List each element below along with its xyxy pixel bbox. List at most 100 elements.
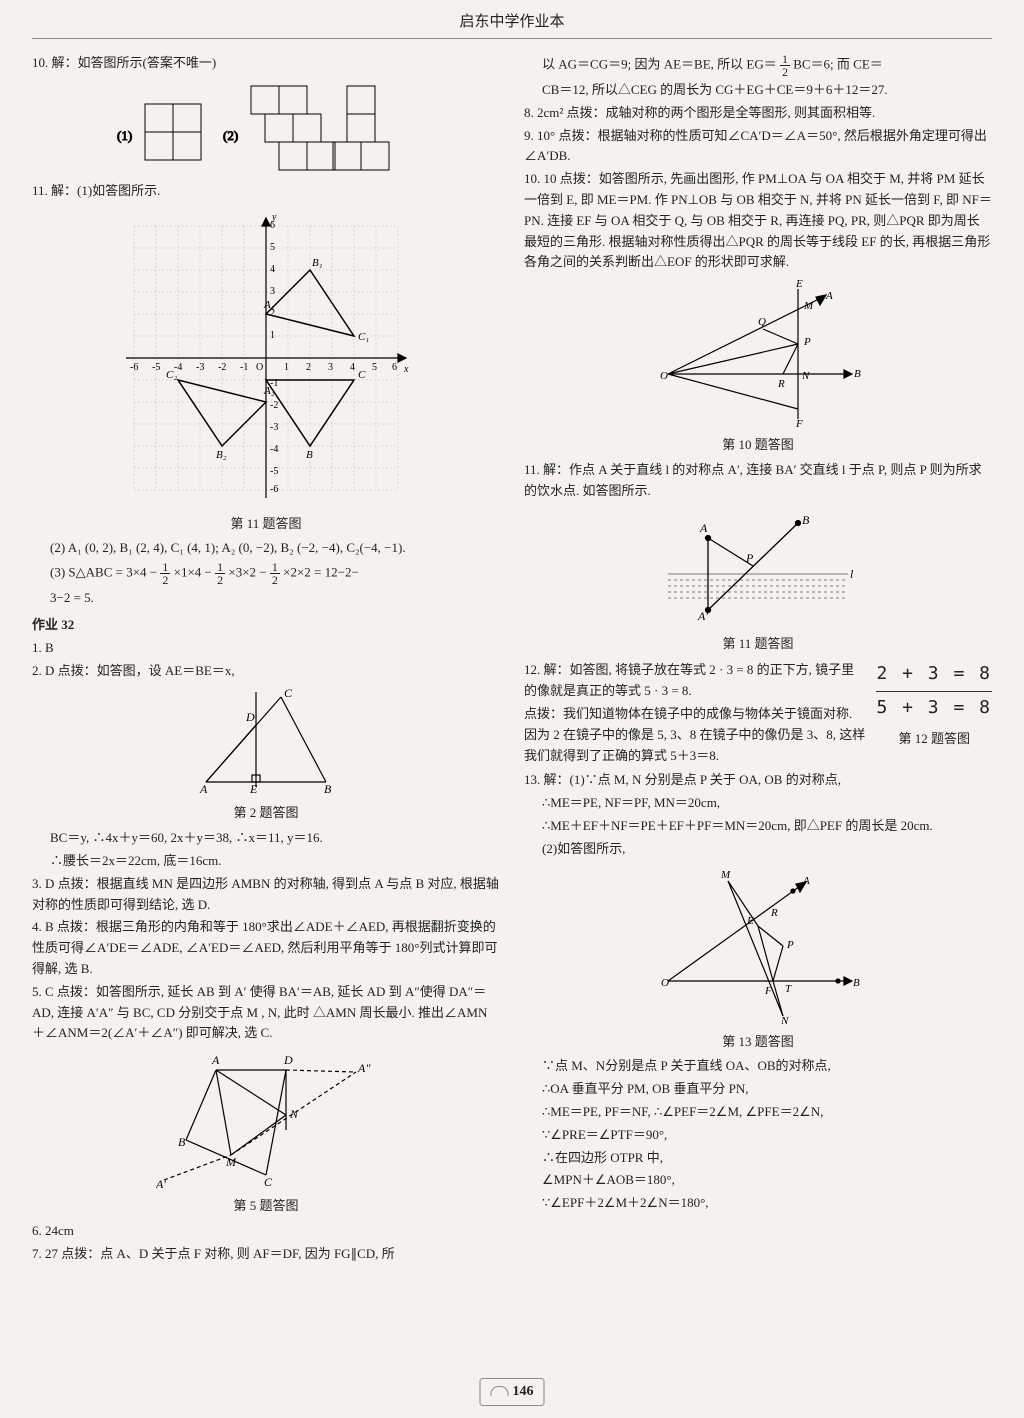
svg-text:B₁: B₁ (312, 257, 323, 269)
answer-13-l9: ∴在四边形 OTPR 中, (524, 1148, 992, 1169)
fig5: AD BC MN A′A″ (156, 1050, 376, 1190)
answer-10: 10. 10 点拨：如答图所示, 先画出图形, 作 PM⊥OA 与 OA 相交于… (524, 169, 992, 273)
svg-text:B: B (324, 782, 332, 796)
svg-text:C: C (284, 687, 293, 700)
svg-text:-6: -6 (130, 362, 138, 373)
answer-6: 6. 24cm (32, 1221, 500, 1242)
svg-text:M: M (225, 1155, 237, 1169)
fig11: AB A′P l (658, 508, 858, 628)
answer-13-l10: ∠MPN＋∠AOB＝180°, (524, 1170, 992, 1191)
fig10: OAB EF MP QRN (648, 279, 868, 429)
svg-text:A′: A′ (156, 1177, 166, 1190)
q11-part3e: 3−2 = 5. (32, 588, 500, 609)
svg-text:O: O (256, 362, 263, 373)
svg-text:B: B (802, 513, 810, 527)
q11-part3: (3) S△ABC = 3×4 − 12 ×1×4 − 12 ×3×2 − 12… (32, 561, 500, 586)
svg-text:F: F (764, 985, 772, 997)
svg-text:M: M (803, 300, 814, 312)
fig13-caption: 第 13 题答图 (524, 1032, 992, 1053)
answer-3: 3. D 点拨：根据直线 MN 是四边形 AMBN 的对称轴, 得到点 A 与点… (32, 874, 500, 916)
answer-13-l11: ∵∠EPF＋2∠M＋2∠N＝180°, (524, 1193, 992, 1214)
svg-text:C: C (358, 369, 366, 381)
svg-text:4: 4 (270, 264, 275, 275)
left-column: 10. 解：如答图所示(答案不唯一) (1) (2) 11. 解：(1)如 (32, 51, 500, 1267)
svg-text:O: O (661, 977, 669, 989)
answer-1: 1. B (32, 638, 500, 659)
svg-text:R: R (770, 907, 778, 919)
book-icon (491, 1386, 509, 1396)
svg-text:6: 6 (392, 362, 397, 373)
q11-heading: 11. 解：(1)如答图所示. (32, 181, 500, 202)
q10-figure: (1) (2) (111, 80, 421, 175)
svg-text:5: 5 (372, 362, 377, 373)
svg-text:N: N (289, 1107, 299, 1121)
answer-8: 8. 2cm² 点拨：成轴对称的两个图形是全等图形, 则其面积相等. (524, 103, 992, 124)
svg-text:F: F (795, 418, 803, 429)
svg-text:-5: -5 (152, 362, 160, 373)
svg-text:A: A (199, 782, 208, 796)
answer-7-cont: 以 AG＝CG＝9; 因为 AE＝BE, 所以 EG＝ 12 BC＝6; 而 C… (524, 53, 992, 78)
fig2: A B C D E (186, 687, 346, 797)
svg-text:-6: -6 (270, 484, 278, 495)
svg-text:E: E (249, 782, 258, 796)
q11-part2: (2) A₁ (0, 2), B₁ (2, 4), C₁ (4, 1); A₂ … (32, 538, 500, 559)
answer-13-l3: ∴ME＋EF＋NF＝PE＋EF＋PF＝MN＝20cm, 即△PEF 的周长是 2… (524, 816, 992, 837)
answer-7-cont2: CB＝12, 所以△CEG 的周长为 CG＋EG＋CE＝9＋6＋12＝27. (524, 80, 992, 101)
fig12: 2 + 3 = 8 5 + 3 = 8 第 12 题答图 (876, 658, 992, 753)
svg-text:-3: -3 (196, 362, 204, 373)
svg-text:y: y (271, 212, 277, 223)
svg-text:-5: -5 (270, 466, 278, 477)
svg-text:O: O (660, 370, 668, 382)
answer-13-l2: ∴ME＝PE, NF＝PF, MN＝20cm, (524, 793, 992, 814)
fig2-caption: 第 2 题答图 (32, 803, 500, 824)
svg-text:B₂: B₂ (216, 449, 227, 461)
answer-5: 5. C 点拨：如答图所示, 延长 AB 到 A′ 使得 BA′＝AB, 延长 … (32, 982, 500, 1044)
svg-text:E: E (746, 915, 754, 927)
svg-text:A₂: A₂ (263, 385, 275, 397)
svg-text:T: T (785, 983, 792, 995)
svg-text:P: P (745, 551, 754, 565)
answer-12-l2: 点拨：我们知道物体在镜子中的成像与物体关于镜面对称. 因为 2 在镜子中的像是 … (524, 704, 866, 766)
svg-text:A′: A′ (697, 609, 708, 623)
answer-12-l1: 12. 解：如答图, 将镜子放在等式 2 · 3 = 8 的正下方, 镜子里的像… (524, 660, 866, 702)
answer-13-l7: ∴ME＝PE, PF＝NF, ∴∠PEF＝2∠M, ∠PFE＝2∠N, (524, 1102, 992, 1123)
answer-12-block: 12. 解：如答图, 将镜子放在等式 2 · 3 = 8 的正下方, 镜子里的像… (524, 658, 992, 768)
svg-text:E: E (795, 279, 803, 290)
fig10-caption: 第 10 题答图 (524, 435, 992, 456)
svg-text:5: 5 (270, 242, 275, 253)
svg-text:Q: Q (758, 316, 766, 328)
svg-text:4: 4 (350, 362, 355, 373)
answer-13-l1: 13. 解：(1)∵点 M, N 分别是点 P 关于 OA, OB 的对称点, (524, 770, 992, 791)
answer-11-head: 11. 解：作点 A 关于直线 l 的对称点 A′, 连接 BA′ 交直线 l … (524, 460, 992, 502)
fig5-caption: 第 5 题答图 (32, 1196, 500, 1217)
svg-text:3: 3 (270, 286, 275, 297)
svg-text:B: B (854, 368, 861, 380)
page-number: 146 (480, 1378, 545, 1406)
svg-text:-1: -1 (240, 362, 248, 373)
answer-2-line2: ∴腰长＝2x＝22cm, 底＝16cm. (32, 851, 500, 872)
homework-32-heading: 作业 32 (32, 615, 500, 636)
answer-4: 4. B 点拨：根据三角形的内角和等于 180°求出∠ADE＋∠AED, 再根据… (32, 917, 500, 979)
q10-label-2: (2) (223, 128, 238, 143)
svg-text:N: N (801, 370, 810, 382)
svg-text:P: P (786, 939, 794, 951)
svg-text:R: R (777, 378, 785, 390)
svg-text:M: M (720, 869, 731, 881)
answer-7: 7. 27 点拨：点 A、D 关于点 F 对称, 则 AF＝DF, 因为 FG∥… (32, 1244, 500, 1265)
svg-text:A: A (825, 290, 833, 302)
svg-text:1: 1 (270, 330, 275, 341)
svg-text:-4: -4 (270, 444, 278, 455)
svg-text:C₂: C₂ (166, 369, 177, 381)
svg-text:D: D (245, 710, 255, 724)
svg-text:3: 3 (328, 362, 333, 373)
answer-13-l4: (2)如答图所示, (524, 839, 992, 860)
fig13: OAB MN EF PRT (653, 866, 863, 1026)
svg-text:-2: -2 (218, 362, 226, 373)
fig12-caption: 第 12 题答图 (876, 729, 992, 750)
svg-text:D: D (283, 1053, 293, 1067)
svg-text:A: A (211, 1053, 220, 1067)
svg-text:-3: -3 (270, 422, 278, 433)
svg-text:l: l (850, 567, 854, 581)
two-column-layout: 10. 解：如答图所示(答案不唯一) (1) (2) 11. 解：(1)如 (32, 51, 992, 1267)
svg-text:B: B (178, 1135, 186, 1149)
